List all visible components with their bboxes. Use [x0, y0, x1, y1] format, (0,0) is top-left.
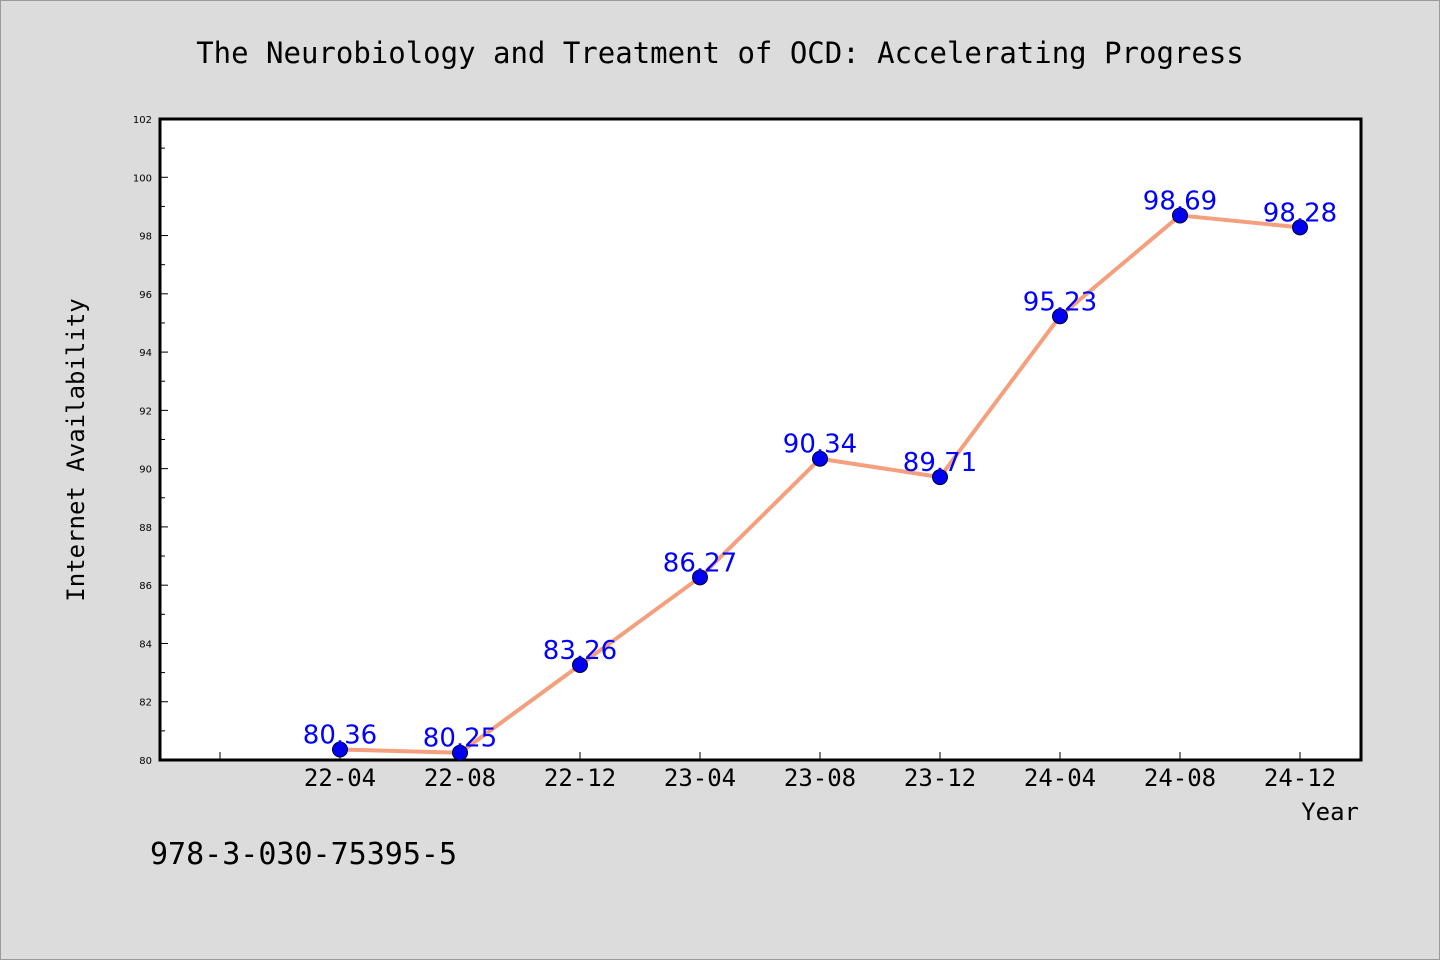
- data-label: 90.34: [783, 430, 857, 460]
- chart-title: The Neurobiology and Treatment of OCD: A…: [196, 36, 1244, 70]
- x-axis-label: Year: [1301, 798, 1359, 826]
- data-point: [932, 469, 948, 486]
- data-label: 98.28: [1263, 198, 1337, 228]
- y-tick-label: 100: [133, 173, 152, 184]
- x-tick-label: 23-12: [904, 764, 976, 792]
- y-tick-label: 82: [139, 698, 152, 709]
- data-label: 83.26: [543, 636, 617, 666]
- y-tick-label: 98: [139, 232, 152, 243]
- y-tick-label: 86: [139, 581, 152, 592]
- x-axis: 22-04 22-08 22-12 23-04 23-08 23-12 24-04 24-08…: [219, 752, 1336, 792]
- data-label: 80.36: [303, 721, 377, 751]
- y-axis: 80 82 84 86 88 90 92 94 96 98 100 102: [133, 115, 168, 767]
- data-label: 80.25: [423, 724, 497, 754]
- y-axis-label: Internet Availability: [62, 298, 90, 601]
- plot-area: [158, 117, 1363, 762]
- y-tick-label: 92: [139, 406, 152, 417]
- data-label: 86.27: [663, 548, 737, 578]
- y-tick-label: 102: [133, 115, 152, 126]
- y-tick-label: 94: [139, 348, 152, 359]
- y-tick-label: 90: [139, 465, 152, 476]
- y-tick-label: 96: [139, 290, 152, 301]
- y-tick-label: 88: [139, 523, 152, 534]
- y-tick-label: 84: [139, 639, 152, 650]
- isbn-annotation: 978-3-030-75395-5: [150, 837, 457, 872]
- data-point: [692, 569, 708, 586]
- series-markers: [332, 207, 1308, 761]
- data-point: [1292, 219, 1308, 236]
- data-point: [452, 744, 468, 761]
- data-point: [812, 450, 828, 467]
- data-point: [1172, 207, 1188, 224]
- x-tick-label: 24-08: [1144, 764, 1216, 792]
- data-labels: 80.36 80.25 83.26 86.27 90.34 89.71 95.23 98.69…: [303, 186, 1337, 753]
- x-tick-label: 24-12: [1264, 764, 1336, 792]
- data-label: 95.23: [1023, 287, 1097, 317]
- data-point: [332, 741, 348, 758]
- x-tick-label: 22-04: [304, 764, 376, 792]
- x-tick-label: 24-04: [1024, 764, 1096, 792]
- data-label: 89.71: [903, 448, 977, 478]
- x-tick-label: 22-12: [544, 764, 616, 792]
- data-point: [1052, 308, 1068, 325]
- x-tick-label: 23-08: [784, 764, 856, 792]
- x-tick-label: 22-08: [424, 764, 496, 792]
- data-point: [572, 657, 588, 674]
- y-tick-label: 80: [139, 756, 152, 767]
- data-label: 98.69: [1143, 186, 1217, 216]
- x-tick-label: 23-04: [664, 764, 736, 792]
